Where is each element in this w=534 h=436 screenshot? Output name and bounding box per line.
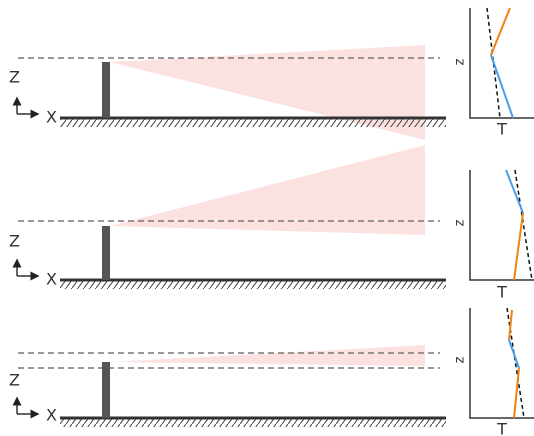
plume bbox=[110, 345, 425, 366]
profile-axes bbox=[470, 170, 534, 280]
panel: Z X z T bbox=[9, 145, 534, 302]
axis-z-label: Z bbox=[9, 371, 20, 390]
profile-axes bbox=[470, 308, 534, 418]
axis-z-label: Z bbox=[9, 232, 20, 251]
plume bbox=[110, 145, 425, 235]
ground-hatch bbox=[60, 419, 446, 427]
profile-lower bbox=[491, 55, 513, 118]
panel: Z X z T bbox=[9, 8, 534, 140]
stack bbox=[102, 226, 110, 280]
stack bbox=[102, 62, 110, 118]
axis-x-label: X bbox=[46, 270, 57, 289]
axis-z-label: Z bbox=[9, 68, 20, 87]
axis-x-label: X bbox=[46, 406, 57, 425]
stack bbox=[102, 362, 110, 418]
ground-hatch bbox=[60, 119, 446, 127]
profile-x-label: T bbox=[496, 420, 507, 436]
profile-lower bbox=[514, 213, 523, 280]
profile-x-label: T bbox=[496, 283, 507, 302]
profile-y-label: z bbox=[453, 58, 468, 65]
panel: Z X z T bbox=[9, 308, 534, 436]
adiabat bbox=[515, 170, 532, 280]
profile-lower bbox=[514, 368, 519, 418]
diagram: Z X z T Z X z T Z X bbox=[0, 0, 534, 436]
profile-y-label: z bbox=[453, 356, 468, 363]
profile-x-label: T bbox=[496, 120, 507, 139]
profile-axes bbox=[470, 8, 534, 118]
profile-upper bbox=[506, 170, 523, 213]
profile-y-label: z bbox=[453, 219, 468, 226]
ground-hatch bbox=[60, 281, 446, 289]
axis-x-label: X bbox=[46, 108, 57, 127]
profile-middle bbox=[509, 340, 519, 368]
profile-upper bbox=[491, 8, 510, 55]
